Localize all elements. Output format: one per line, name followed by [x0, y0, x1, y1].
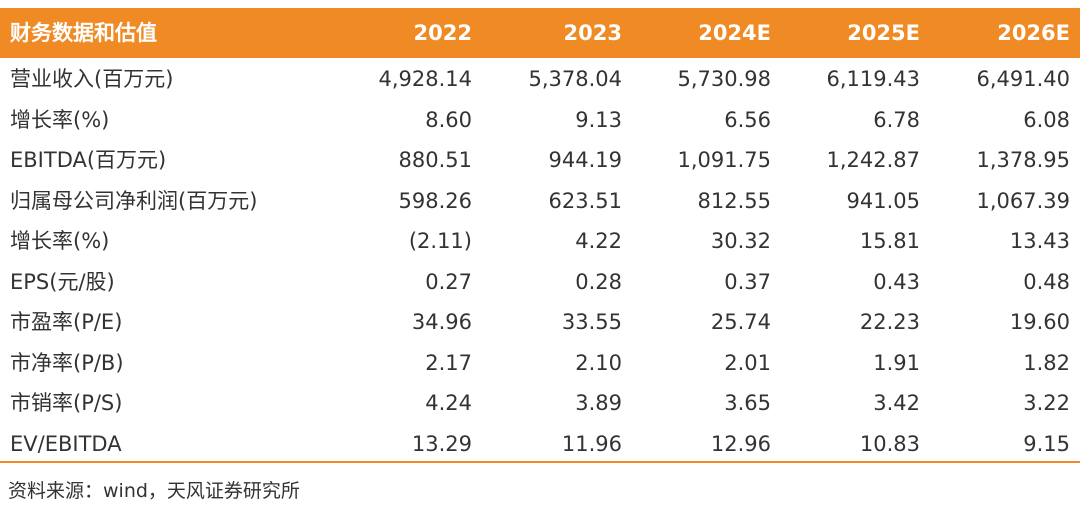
cell-value: 3.65 [724, 391, 771, 415]
cell-value: 1.82 [1023, 350, 1070, 375]
header-bar [0, 8, 1080, 58]
cell-value: 4.24 [425, 391, 472, 415]
cell-value: 0.37 [724, 269, 771, 294]
bottom-rule [0, 461, 1080, 463]
cell-value: 19.60 [1009, 310, 1070, 334]
cell-value: 6.78 [873, 107, 920, 132]
cell-value: 6.56 [724, 107, 771, 132]
row-label: 增长率(%) [10, 107, 110, 132]
row-label: 市盈率(P/E) [10, 310, 123, 334]
cell-value: 6,119.43 [826, 67, 920, 91]
cell-value: 0.48 [1023, 269, 1070, 294]
row-label: EPS(元/股) [10, 269, 115, 294]
cell-value: 2.17 [425, 350, 472, 375]
cell-value: 11.96 [561, 431, 622, 456]
row-label: 归属母公司净利润(百万元) [10, 188, 258, 213]
cell-value: 6.08 [1023, 107, 1070, 132]
row-label: 市销率(P/S) [10, 391, 123, 415]
cell-value: 5,730.98 [677, 67, 771, 91]
cell-value: 3.89 [575, 391, 622, 415]
cell-value: 0.43 [873, 269, 920, 294]
cell-value: 2.10 [575, 350, 622, 375]
table-title: 财务数据和估值 [10, 21, 157, 45]
cell-value: 3.42 [873, 391, 920, 415]
cell-value: 0.27 [425, 269, 472, 294]
cell-value: 13.29 [411, 431, 472, 456]
cell-value: (2.11) [408, 229, 472, 253]
cell-value: 623.51 [548, 188, 622, 213]
cell-value: 880.51 [398, 148, 472, 172]
row-label: 增长率(%) [10, 229, 110, 253]
cell-value: 4.22 [575, 229, 622, 253]
source-note: 资料来源：wind，天风证券研究所 [8, 480, 300, 502]
column-header: 2022 [413, 21, 472, 45]
cell-value: 13.43 [1009, 229, 1070, 253]
cell-value: 25.74 [710, 310, 771, 334]
cell-value: 15.81 [859, 229, 920, 253]
cell-value: 3.22 [1023, 391, 1070, 415]
row-label: EBITDA(百万元) [10, 148, 167, 172]
cell-value: 1,067.39 [976, 188, 1070, 213]
cell-value: 30.32 [710, 229, 771, 253]
cell-value: 1,378.95 [976, 148, 1070, 172]
cell-value: 4,928.14 [378, 67, 472, 91]
cell-value: 8.60 [425, 107, 472, 132]
row-label: EV/EBITDA [10, 431, 122, 456]
cell-value: 22.23 [859, 310, 920, 334]
cell-value: 812.55 [697, 188, 771, 213]
cell-value: 10.83 [859, 431, 920, 456]
cell-value: 33.55 [561, 310, 622, 334]
cell-value: 0.28 [575, 269, 622, 294]
column-header: 2025E [847, 21, 920, 45]
cell-value: 2.01 [724, 350, 771, 375]
cell-value: 1,091.75 [677, 148, 771, 172]
cell-value: 9.15 [1023, 431, 1070, 456]
cell-value: 941.05 [846, 188, 920, 213]
row-label: 市净率(P/B) [10, 350, 124, 375]
column-header: 2023 [563, 21, 622, 45]
cell-value: 6,491.40 [976, 67, 1070, 91]
column-header: 2026E [997, 21, 1070, 45]
row-label: 营业收入(百万元) [10, 67, 174, 91]
cell-value: 9.13 [575, 107, 622, 132]
cell-value: 12.96 [710, 431, 771, 456]
cell-value: 944.19 [548, 148, 622, 172]
cell-value: 1,242.87 [826, 148, 920, 172]
column-header: 2024E [698, 21, 771, 45]
cell-value: 5,378.04 [528, 67, 622, 91]
cell-value: 598.26 [398, 188, 472, 213]
cell-value: 34.96 [411, 310, 472, 334]
cell-value: 1.91 [873, 350, 920, 375]
